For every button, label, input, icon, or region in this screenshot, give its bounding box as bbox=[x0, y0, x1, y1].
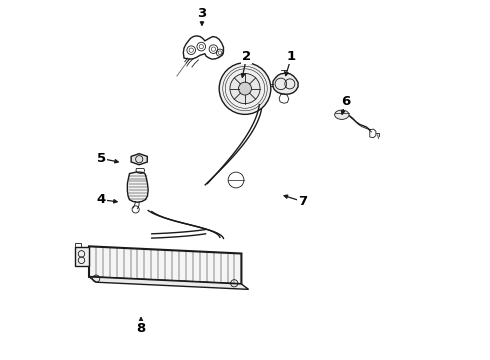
Circle shape bbox=[219, 63, 271, 114]
Polygon shape bbox=[74, 247, 89, 266]
Text: 7: 7 bbox=[298, 195, 307, 208]
Polygon shape bbox=[127, 172, 148, 202]
Ellipse shape bbox=[335, 110, 349, 120]
Text: 4: 4 bbox=[97, 193, 106, 206]
Polygon shape bbox=[89, 277, 248, 289]
Polygon shape bbox=[273, 73, 298, 94]
Circle shape bbox=[230, 73, 260, 104]
Text: 5: 5 bbox=[97, 152, 106, 165]
Text: 1: 1 bbox=[287, 50, 296, 63]
Text: 8: 8 bbox=[136, 322, 146, 335]
Polygon shape bbox=[89, 246, 242, 284]
Polygon shape bbox=[131, 154, 147, 165]
Text: 6: 6 bbox=[341, 95, 350, 108]
Text: 3: 3 bbox=[197, 7, 207, 20]
Circle shape bbox=[239, 82, 251, 95]
Text: 2: 2 bbox=[242, 50, 251, 63]
